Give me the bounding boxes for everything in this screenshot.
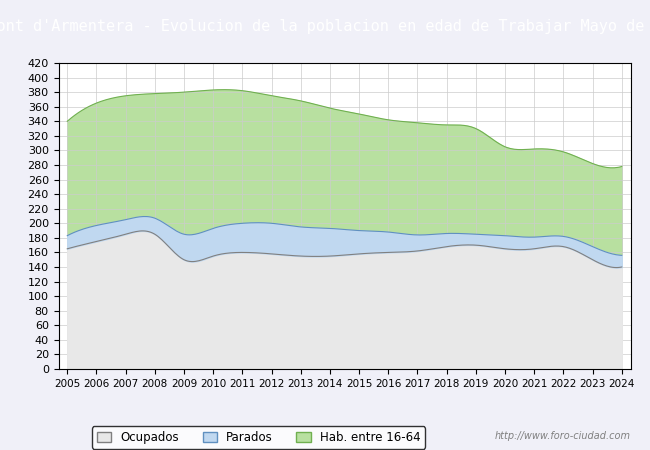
Text: El Pont d'Armentera - Evolucion de la poblacion en edad de Trabajar Mayo de 2024: El Pont d'Armentera - Evolucion de la po… [0,19,650,35]
Text: http://www.foro-ciudad.com: http://www.foro-ciudad.com [495,431,630,441]
Legend: Ocupados, Parados, Hab. entre 16-64: Ocupados, Parados, Hab. entre 16-64 [92,426,426,449]
